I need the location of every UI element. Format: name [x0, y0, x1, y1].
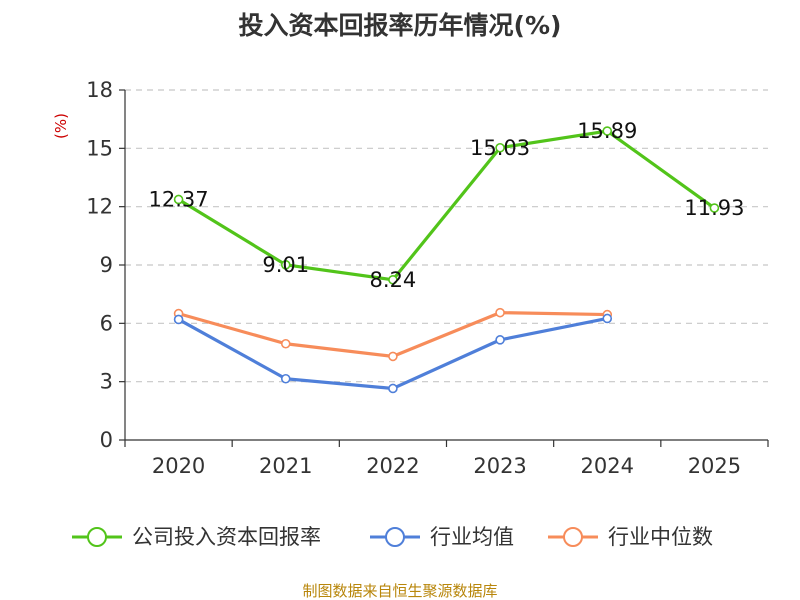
legend-item[interactable]: 行业均值 [370, 525, 514, 549]
x-tick-label: 2022 [366, 454, 419, 478]
y-tick-label: 15 [86, 136, 113, 160]
data-point[interactable] [388, 383, 398, 394]
data-label: 9.01 [262, 253, 309, 277]
data-point[interactable] [495, 335, 505, 345]
y-tick-label: 12 [86, 195, 113, 219]
data-label: 15.03 [470, 136, 530, 160]
axes: 0 3 6 9 12 15 18 2020 2021 2022 2023 2024 2025 [86, 78, 769, 478]
x-tick-label: 2024 [581, 454, 634, 478]
source-note: 制图数据来自恒生聚源数据库 [302, 582, 497, 600]
y-tick-label: 18 [86, 78, 113, 102]
data-point[interactable] [709, 203, 720, 213]
data-point[interactable] [602, 126, 613, 136]
legend-label: 行业均值 [430, 525, 514, 549]
data-point[interactable] [280, 260, 291, 270]
legend-label: 公司投入资本回报率 [132, 525, 321, 549]
x-tick-label: 2023 [473, 454, 526, 478]
series-group [173, 126, 720, 394]
y-tick-label: 9 [100, 253, 113, 277]
y-tick-label: 3 [100, 370, 113, 394]
data-point[interactable] [173, 194, 184, 205]
legend-marker [385, 527, 405, 547]
legend-label: 行业中位数 [608, 525, 713, 549]
legend-marker [87, 527, 107, 547]
data-label: 15.89 [577, 119, 637, 143]
legend-marker [563, 527, 583, 547]
data-point[interactable] [280, 373, 291, 384]
data-point[interactable] [388, 351, 398, 362]
data-point[interactable] [495, 142, 505, 153]
data-point[interactable] [280, 338, 291, 349]
chart-title: 投入资本回报率历年情况(%) [239, 11, 562, 40]
data-point[interactable] [602, 313, 613, 324]
series-line-0 [177, 129, 716, 282]
data-label: 12.37 [149, 187, 209, 211]
legend-item[interactable]: 公司投入资本回报率 [72, 525, 321, 549]
gridlines [125, 89, 768, 383]
x-tick-label: 2020 [152, 454, 205, 478]
y-axis-label: (%) [52, 113, 70, 139]
data-point[interactable] [388, 274, 398, 285]
data-labels: 12.37 9.01 8.24 15.03 15.89 11.93 [149, 119, 745, 292]
y-tick-label: 0 [100, 428, 113, 452]
x-tick-label: 2021 [259, 454, 312, 478]
data-label: 8.24 [370, 268, 417, 292]
legend-item[interactable]: 行业中位数 [548, 525, 713, 549]
legend[interactable]: 公司投入资本回报率 行业均值 行业中位数 [72, 525, 713, 549]
data-point[interactable] [495, 307, 505, 318]
series-line-2 [178, 311, 608, 358]
data-label: 11.93 [684, 196, 744, 220]
x-tick-label: 2025 [688, 454, 741, 478]
y-tick-label: 6 [100, 311, 113, 335]
data-point[interactable] [173, 314, 184, 325]
